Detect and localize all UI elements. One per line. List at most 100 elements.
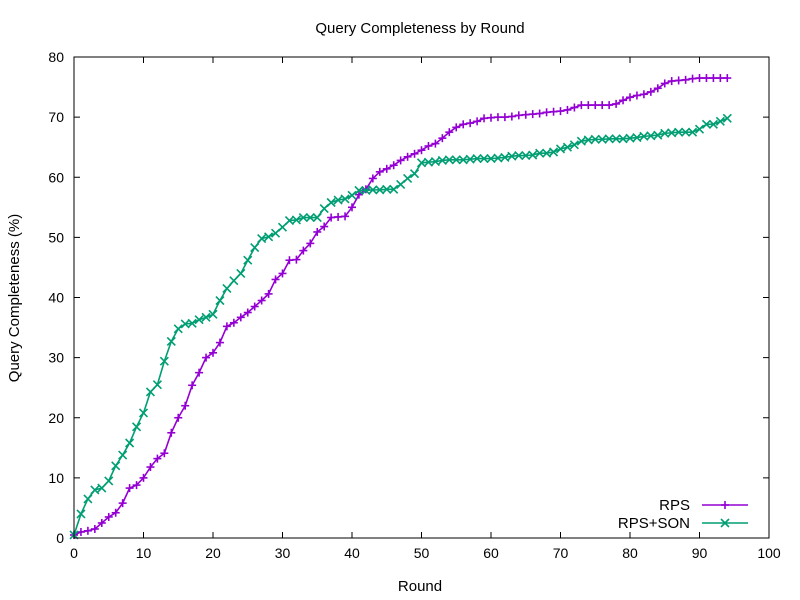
- data-point-rps: [348, 203, 356, 212]
- series-rps: [70, 74, 732, 539]
- data-point-rps: [202, 353, 211, 362]
- data-point-rps: [639, 90, 648, 99]
- data-point-rps-son: [535, 148, 545, 158]
- data-point-rps-son: [548, 147, 559, 157]
- data-point-rps-son: [277, 222, 288, 232]
- x-tick-label: 40: [344, 545, 360, 561]
- data-point-rps: [702, 74, 711, 83]
- data-point-rps-son: [76, 509, 86, 519]
- data-point-rps: [236, 313, 245, 322]
- data-point-rps: [334, 212, 343, 221]
- axes-layer: 0 10 20 30 40 50 60 70 80 90 100 0 10 20 30 40 50 60 70 80: [48, 49, 780, 561]
- data-point-rps: [188, 381, 197, 390]
- data-point-rps-son: [187, 318, 197, 328]
- x-tick-label: 30: [275, 545, 291, 561]
- data-point-rps-son: [681, 127, 691, 137]
- data-point-rps: [139, 473, 148, 482]
- data-point-rps: [181, 401, 190, 410]
- data-point-rps: [111, 508, 120, 517]
- x-tick-label: 50: [414, 545, 430, 561]
- data-point-rps-son: [430, 157, 440, 167]
- data-point-rps-son: [326, 197, 336, 208]
- data-point-rps-son: [562, 142, 573, 152]
- x-tick-label: 80: [622, 545, 638, 561]
- x-tick-label: 20: [205, 545, 221, 561]
- data-point-rps-son: [708, 119, 718, 129]
- data-point-rps-son: [674, 127, 684, 137]
- x-tick-label: 60: [483, 545, 499, 561]
- data-point-rps: [681, 75, 690, 84]
- data-point-rps: [452, 123, 461, 132]
- data-point-rps-son: [368, 185, 378, 195]
- data-point-rps: [125, 484, 134, 493]
- legend-label-rps: RPS: [659, 497, 690, 514]
- x-tick-label: 10: [136, 545, 152, 561]
- x-tick-label: 0: [70, 545, 78, 561]
- data-point-rps-son: [403, 173, 413, 184]
- data-point-rps: [493, 113, 502, 122]
- data-point-rps-son: [687, 127, 698, 137]
- data-point-rps-son: [722, 113, 732, 123]
- data-point-rps: [271, 275, 280, 284]
- data-point-rps: [174, 413, 183, 422]
- x-tick-label: 90: [692, 545, 708, 561]
- data-point-rps-son: [514, 151, 524, 161]
- data-point-rps: [723, 74, 732, 83]
- data-point-rps: [424, 141, 433, 150]
- data-point-rps-son: [131, 422, 142, 432]
- data-point-rps-son: [389, 184, 399, 194]
- data-point-rps: [528, 110, 537, 119]
- data-point-rps-son: [104, 476, 114, 486]
- data-point-rps: [646, 87, 655, 96]
- x-tick-label: 70: [553, 545, 569, 561]
- y-tick-label: 0: [56, 530, 64, 546]
- x-tick-label: 100: [757, 545, 781, 561]
- data-point-rps-son: [194, 315, 204, 325]
- data-point-rps: [389, 161, 398, 170]
- data-point-rps: [132, 481, 141, 490]
- data-point-rps-son: [138, 408, 149, 418]
- series-rps-son: [69, 113, 732, 540]
- data-point-rps: [438, 134, 447, 143]
- data-point-rps-son: [243, 255, 253, 265]
- data-point-rps-son: [250, 243, 260, 253]
- data-point-rps-son: [236, 268, 246, 279]
- data-point-rps-son: [291, 215, 301, 225]
- data-point-rps: [549, 107, 558, 116]
- data-point-rps-son: [500, 152, 510, 162]
- data-point-rps-son: [166, 336, 176, 346]
- data-point-rps-son: [382, 184, 392, 194]
- data-point-rps: [695, 74, 704, 83]
- data-point-rps: [612, 99, 621, 108]
- y-tick-label: 20: [48, 410, 64, 426]
- data-point-rps: [396, 156, 405, 165]
- data-point-rps-son: [222, 283, 232, 294]
- data-point-rps: [285, 256, 294, 265]
- data-point-rps-son: [590, 134, 600, 144]
- data-point-rps: [195, 368, 204, 377]
- data-point-rps: [688, 74, 697, 83]
- data-point-rps-son: [257, 234, 267, 244]
- data-point-rps: [626, 93, 634, 102]
- y-tick-label: 30: [48, 350, 64, 366]
- data-point-rps-son: [472, 154, 482, 164]
- data-point-rps-son: [125, 438, 135, 448]
- data-point-rps: [417, 146, 426, 155]
- data-point-rps-son: [208, 309, 218, 319]
- data-point-rps-son: [479, 154, 489, 164]
- y-tick-label: 70: [48, 109, 64, 125]
- data-point-rps: [716, 74, 725, 83]
- data-point-rps: [97, 518, 106, 527]
- data-point-rps: [410, 149, 419, 158]
- data-point-rps-son: [83, 494, 93, 504]
- data-point-rps: [431, 139, 440, 148]
- data-point-rps: [632, 91, 641, 100]
- data-point-rps-son: [354, 185, 364, 196]
- data-point-rps-son: [444, 155, 454, 165]
- data-point-rps: [167, 428, 176, 437]
- data-point-rps: [674, 76, 683, 85]
- data-point-rps-son: [576, 136, 586, 146]
- data-point-rps: [368, 174, 377, 183]
